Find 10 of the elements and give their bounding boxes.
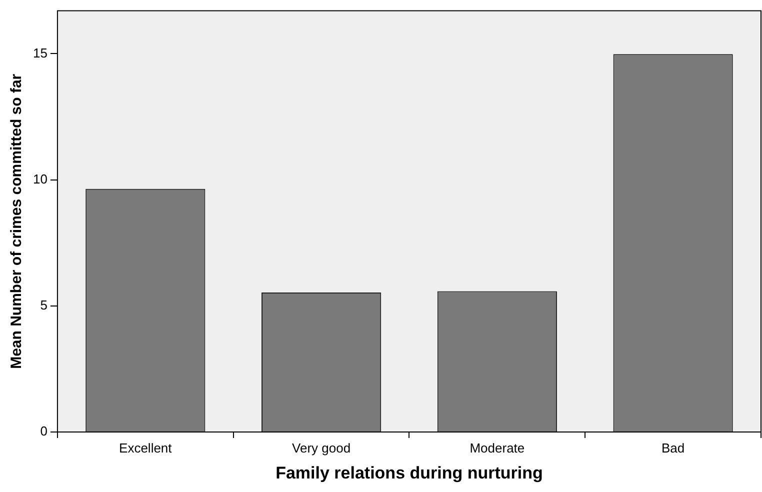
x-tick-label: Very good <box>292 440 351 456</box>
y-tick-label: 15 <box>32 45 48 60</box>
x-tick-label: Excellent <box>119 440 172 456</box>
y-tick-label: 10 <box>32 171 48 186</box>
x-tick-label: Moderate <box>470 440 525 456</box>
y-tick-label: 0 <box>40 424 48 439</box>
y-tick-label: 5 <box>40 297 48 312</box>
x-tick-label: Bad <box>661 440 685 456</box>
y-axis-title: Mean Number of crimes committed so far <box>8 74 26 369</box>
x-axis-title: Family relations during nurturing <box>276 463 543 482</box>
